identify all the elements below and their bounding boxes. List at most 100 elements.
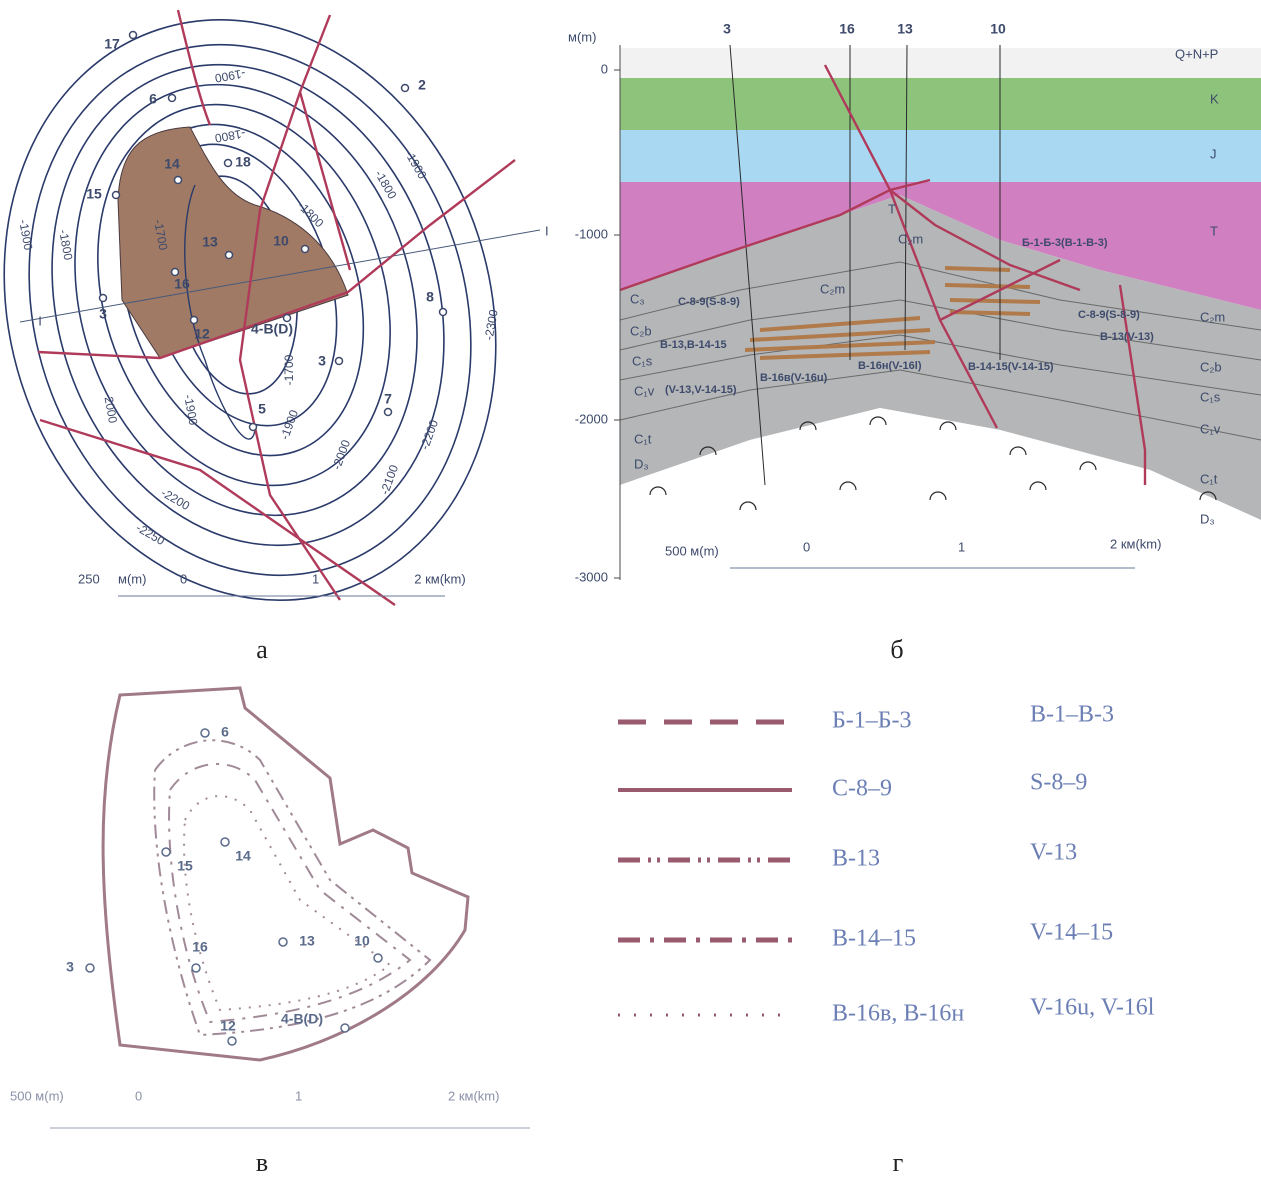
well-label: 14 xyxy=(164,156,180,172)
panel-label: в xyxy=(256,1148,268,1177)
contour-label: -1700 xyxy=(151,219,170,252)
stratum-label: D₃ xyxy=(1200,511,1215,526)
contour-label: -1900 xyxy=(16,219,35,252)
well-marker xyxy=(400,83,410,93)
well-marker xyxy=(300,244,310,254)
well-marker xyxy=(98,293,108,303)
well-marker xyxy=(340,1023,350,1033)
well-label: 3 xyxy=(318,353,326,369)
scale-label: 500 м(m) xyxy=(10,1088,64,1103)
well-marker xyxy=(161,847,171,857)
stratum-label: C₁s xyxy=(632,353,653,368)
contour-label: -1800 xyxy=(372,168,400,202)
well-label: 17 xyxy=(104,36,120,52)
well-label: 13 xyxy=(202,234,218,250)
well-marker xyxy=(223,158,233,168)
wells-b xyxy=(729,44,1001,486)
stratum-label: C₃ xyxy=(630,291,645,306)
reservoirs xyxy=(744,266,1041,360)
scale-label: 1 xyxy=(958,539,965,554)
well-label: 14 xyxy=(235,848,251,864)
stratum-label: K xyxy=(1210,91,1219,106)
well-label: 8 xyxy=(426,289,434,305)
well-label: 3 xyxy=(66,959,74,975)
contour-label: -1800 xyxy=(56,229,75,262)
well-label: 2 xyxy=(418,77,426,93)
well-marker xyxy=(278,937,288,947)
contour-label: -1800 xyxy=(214,126,247,145)
well-label: 16 xyxy=(192,939,208,955)
outline-map xyxy=(50,686,530,1129)
well-label: 13 xyxy=(897,21,913,37)
well-marker xyxy=(173,175,183,185)
legend-en: V-14–15 xyxy=(1030,920,1113,946)
panel-label: а xyxy=(256,635,268,664)
well-label: 10 xyxy=(990,21,1006,37)
legend-ru: В-14–15 xyxy=(832,926,916,952)
well-label: 12 xyxy=(194,326,210,342)
well-label: 7 xyxy=(384,391,392,407)
well-label: 5 xyxy=(258,401,266,417)
contour-label: -2300 xyxy=(482,308,501,341)
well-label: 6 xyxy=(221,724,229,740)
legend-ru: В-13 xyxy=(832,846,880,872)
well-marker xyxy=(200,728,210,738)
well-label: 15 xyxy=(177,858,193,874)
well-marker xyxy=(227,1036,237,1046)
legend-en: V-13 xyxy=(1030,840,1077,866)
legend-ru: В-16в, В-16н xyxy=(832,1001,964,1027)
horizon-label: C-8-9(S-8-9) xyxy=(1078,309,1140,321)
contour-label: -1900 xyxy=(214,66,247,85)
stratum-label: C₂b xyxy=(1200,359,1222,374)
section-line xyxy=(19,229,541,323)
well-label: 10 xyxy=(354,933,370,949)
well-marker xyxy=(111,190,121,200)
well-label: 15 xyxy=(86,186,102,202)
well-marker xyxy=(128,30,138,40)
stratum-label: C₁v xyxy=(634,383,655,398)
well-marker xyxy=(224,250,234,260)
contour-label: -2200 xyxy=(417,418,441,452)
well-label: 13 xyxy=(299,933,315,949)
well-label: 16 xyxy=(839,21,855,37)
faults xyxy=(37,9,516,606)
depth-unit: м(m) xyxy=(568,29,596,44)
depth-tick-label: -1000 xyxy=(575,226,608,241)
well-marker xyxy=(248,422,258,432)
well-label: 3 xyxy=(99,306,107,322)
well-marker xyxy=(438,307,448,317)
scale-label: 1 xyxy=(295,1088,302,1103)
contour-label: -1700 xyxy=(282,354,296,385)
pool-contours xyxy=(153,739,432,1037)
stratum-label: C₂m xyxy=(1200,309,1225,324)
well-marker xyxy=(383,407,393,417)
stratum-label: Q+N+P xyxy=(1175,46,1218,61)
well-label: 6 xyxy=(149,91,157,107)
horizon-label: B-13(V-13) xyxy=(1100,331,1154,343)
contour-label: -2200 xyxy=(159,486,193,514)
section-end: I xyxy=(38,313,42,328)
stratum-label: T xyxy=(1210,223,1218,238)
stratum-label: D₃ xyxy=(634,456,649,471)
contour-inner xyxy=(184,184,256,440)
horizon-label: B-16н(V-16l) xyxy=(858,360,922,372)
well-label: 10 xyxy=(273,233,289,249)
well-marker xyxy=(220,837,230,847)
stratum-label: C₁s xyxy=(1200,389,1221,404)
depth-tick-label: -2000 xyxy=(575,411,608,426)
stratum-label: C₂b xyxy=(630,323,652,338)
contour-label: -2250 xyxy=(134,521,168,549)
horizon-label: (V-13,V-14-15) xyxy=(665,384,737,396)
contour-label: -2100 xyxy=(377,463,401,497)
well-label: 12 xyxy=(220,1018,236,1034)
well-label: 16 xyxy=(174,276,190,292)
scale-label: 250 xyxy=(78,571,100,586)
cross-section xyxy=(619,44,1261,580)
oil-pool xyxy=(117,126,349,359)
well-marker xyxy=(191,963,201,973)
scale-label: 2 км(km) xyxy=(448,1088,499,1103)
legend-en: S-8–9 xyxy=(1030,770,1087,796)
scale-label: 2 км(km) xyxy=(414,571,465,586)
